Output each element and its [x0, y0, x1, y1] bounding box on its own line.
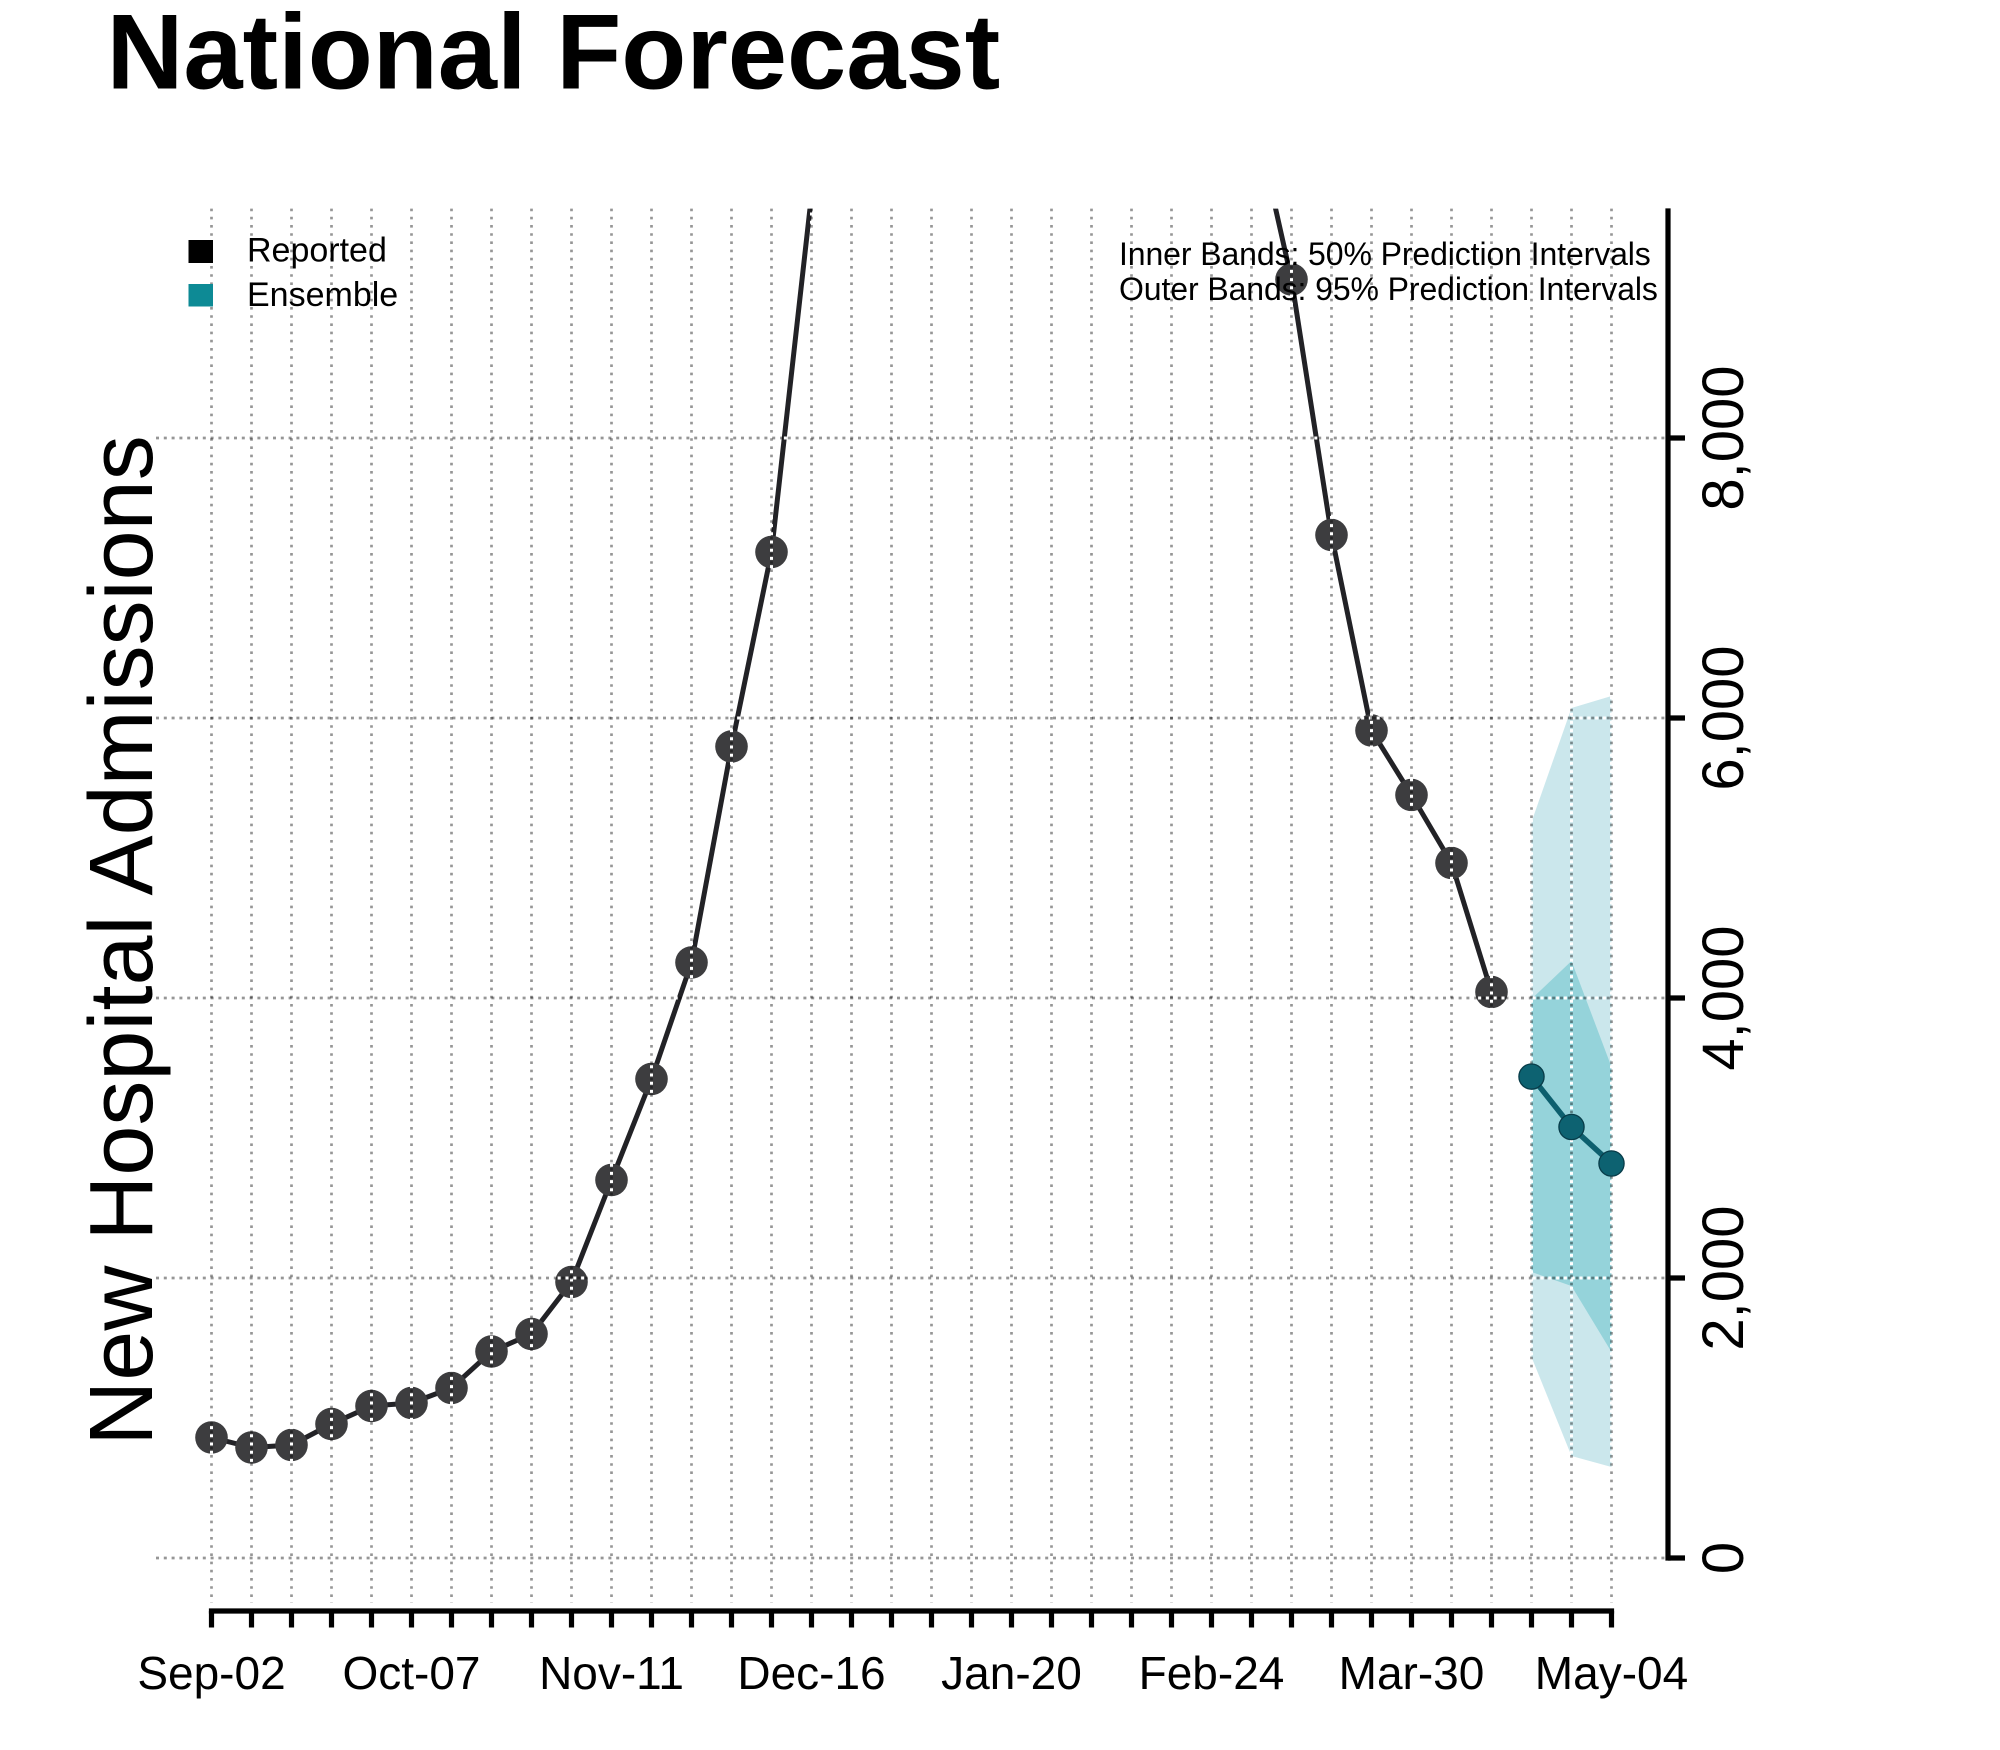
svg-text:Feb-24: Feb-24 — [1139, 1647, 1285, 1699]
svg-text:8,000: 8,000 — [1691, 365, 1756, 510]
svg-text:Nov-11: Nov-11 — [539, 1647, 684, 1699]
svg-text:Mar-30: Mar-30 — [1339, 1647, 1485, 1699]
svg-text:Dec-16: Dec-16 — [737, 1647, 885, 1699]
svg-text:New Hospital Admissions: New Hospital Admissions — [72, 435, 172, 1445]
svg-text:6,000: 6,000 — [1691, 645, 1756, 790]
svg-text:Ensemble: Ensemble — [247, 276, 398, 314]
svg-text:Reported: Reported — [247, 232, 387, 270]
svg-text:4,000: 4,000 — [1691, 925, 1756, 1070]
svg-text:Jan-20: Jan-20 — [941, 1647, 1082, 1699]
svg-text:National Forecast: National Forecast — [107, 0, 1001, 112]
svg-text:2,000: 2,000 — [1691, 1205, 1756, 1350]
svg-text:Oct-07: Oct-07 — [342, 1647, 480, 1699]
svg-text:May-04: May-04 — [1535, 1647, 1688, 1699]
svg-text:Sep-02: Sep-02 — [137, 1647, 285, 1699]
svg-text:Inner Bands: 50% Prediction In: Inner Bands: 50% Prediction Intervals — [1119, 236, 1651, 272]
svg-text:Outer Bands: 95% Prediction In: Outer Bands: 95% Prediction Intervals — [1119, 271, 1658, 307]
svg-text:0: 0 — [1691, 1542, 1756, 1574]
